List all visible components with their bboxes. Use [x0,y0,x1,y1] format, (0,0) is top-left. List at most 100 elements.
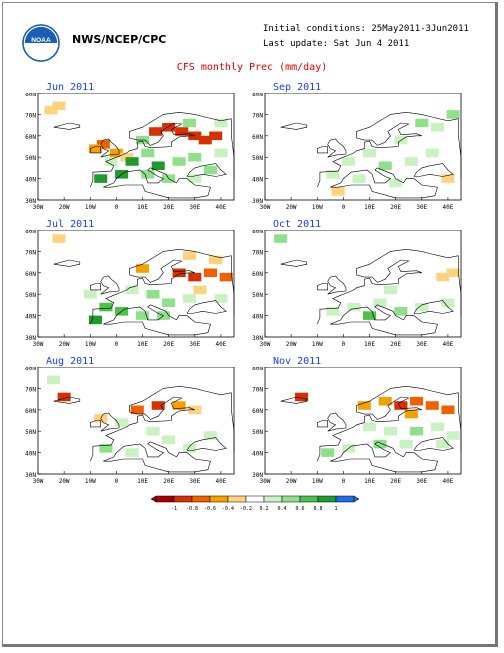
lat-tick-label: 70N [25,112,36,119]
coastline [53,122,81,130]
lon-tick-label: 10W [312,341,323,348]
anomaly-cell [162,122,176,132]
anomaly-cell [326,307,340,316]
noaa-logo: NOAA [22,24,60,62]
lat-tick-label: 80N [252,230,263,235]
colorbar-swatch [317,495,337,503]
panel-title: Aug 2011 [46,356,95,367]
anomaly-cell [342,157,356,166]
lon-tick-label: 10E [364,204,375,211]
anomaly-cell [446,110,460,119]
colorbar-swatch [227,495,247,503]
logo-text: NOAA [31,37,51,44]
coastline [280,259,308,267]
anomaly-cell [172,157,186,166]
colorbar-arrow-left [150,495,157,503]
lat-tick-label: 30N [25,472,36,479]
colorbar-swatch [191,495,211,503]
lat-tick-label: 50N [25,429,36,436]
lon-tick-label: 0 [115,204,119,211]
panel-title: Jul 2011 [46,219,95,230]
anomaly-cell [162,435,176,445]
lon-tick-label: 20E [390,204,401,211]
anomaly-cell [183,251,197,260]
lon-tick-label: 10E [364,341,375,348]
anomaly-cell [441,298,455,308]
anomaly-cell [347,302,361,312]
panel-title: Jun 2011 [46,82,95,93]
lat-tick-label: 70N [25,386,36,393]
anomaly-cell [446,268,460,278]
lon-tick-label: 30W [260,204,271,211]
lat-tick-label: 70N [25,249,36,256]
anomaly-cell [183,118,197,128]
coastline [186,437,227,451]
anomaly-cell [295,392,309,402]
lat-tick-label: 60N [252,408,263,415]
anomaly-cell [125,157,139,166]
coastline [100,275,120,295]
colorbar-label: 0.2 [259,506,268,512]
colorbar-swatch [209,495,229,503]
anomaly-cell [88,315,103,325]
lat-tick-label: 40N [25,177,36,184]
colorbar-swatch [245,495,265,503]
lon-tick-label: 40E [443,478,454,485]
lon-tick-label: 10W [85,478,96,485]
anomaly-cell [363,422,377,432]
org-label: NWS/NCEP/CPC [72,33,167,46]
panel-title: Oct 2011 [273,219,322,230]
last-update: Last update: Sat Jun 4 2011 [263,39,410,49]
lon-tick-label: 0 [115,341,119,348]
lat-tick-label: 80N [25,93,36,98]
panel-title: Nov 2011 [273,356,322,367]
coastline [317,283,328,291]
anomaly-cell [172,268,186,278]
colorbar-label: -0.8 [186,506,198,512]
anomaly-cell [188,272,202,282]
colorbar-swatch [281,495,301,503]
coastline [280,396,308,404]
coastline [327,412,347,432]
anomaly-cell [83,289,97,299]
coastline [330,304,438,336]
anomaly-cell [425,148,439,158]
lon-tick-label: 30E [416,478,427,485]
lon-tick-label: 10E [137,478,148,485]
lon-tick-label: 40E [443,341,454,348]
anomaly-cell [209,255,223,265]
lon-tick-label: 0 [342,478,346,485]
colorbar-label: -0.6 [204,506,216,512]
coastline [100,412,120,432]
anomaly-cell [363,311,377,320]
anomaly-cell [214,148,228,158]
lat-tick-label: 40N [252,314,263,321]
coastline [458,118,462,179]
anomaly-cell [214,118,228,128]
coastline [327,275,347,295]
anomaly-cell [99,444,113,453]
lat-tick-label: 40N [252,177,263,184]
anomaly-cell [415,118,429,128]
coastline [413,300,454,314]
anomaly-cell [363,148,377,158]
anomaly-cell [331,187,345,196]
lon-tick-label: 20E [163,204,174,211]
anomaly-cell [183,444,197,453]
anomaly-cell [172,401,186,410]
lon-tick-label: 20E [390,478,401,485]
anomaly-cell [52,101,66,111]
colorbar-label: 1 [334,506,337,512]
panel-title: Sep 2011 [273,82,322,93]
lon-tick-label: 20E [390,341,401,348]
anomaly-cell [357,401,371,410]
anomaly-cell [373,298,387,308]
anomaly-cell [404,157,418,166]
map-frame [37,230,235,338]
lon-tick-label: 20E [163,341,174,348]
lon-tick-label: 0 [342,204,346,211]
lat-tick-label: 60N [252,134,263,141]
